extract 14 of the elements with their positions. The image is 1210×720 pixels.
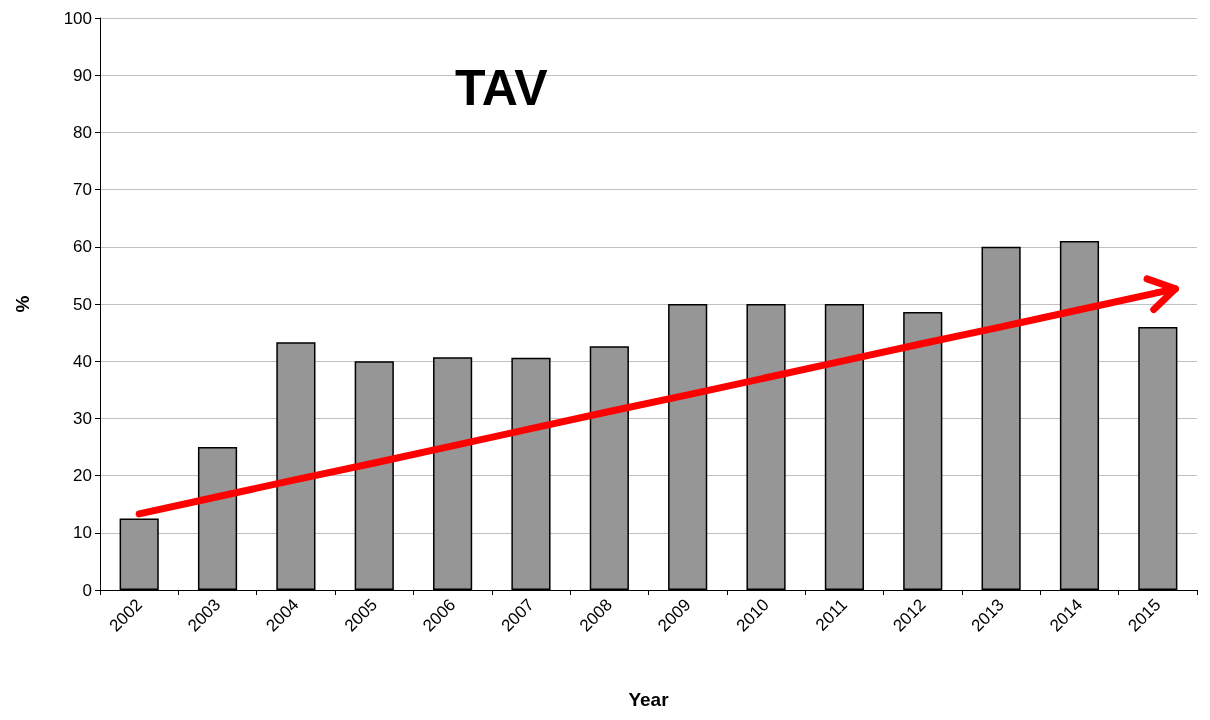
y-tick-label: 0	[82, 580, 92, 600]
y-tick-label: 80	[73, 122, 92, 142]
y-tick-label: 90	[73, 65, 92, 85]
y-tick-label: 50	[73, 294, 92, 314]
y-tick-label: 60	[73, 237, 92, 257]
y-tick-label: 100	[63, 8, 92, 28]
y-tick-label: 70	[73, 180, 92, 200]
x-axis-title: Year	[628, 689, 670, 710]
y-tick-label: 30	[73, 408, 92, 428]
y-tick-label: 10	[73, 523, 92, 543]
text: TAV	[455, 60, 549, 116]
y-axis-title: %	[12, 295, 33, 313]
y-tick-label: 20	[73, 466, 92, 486]
y-tick-label: 40	[73, 351, 92, 371]
